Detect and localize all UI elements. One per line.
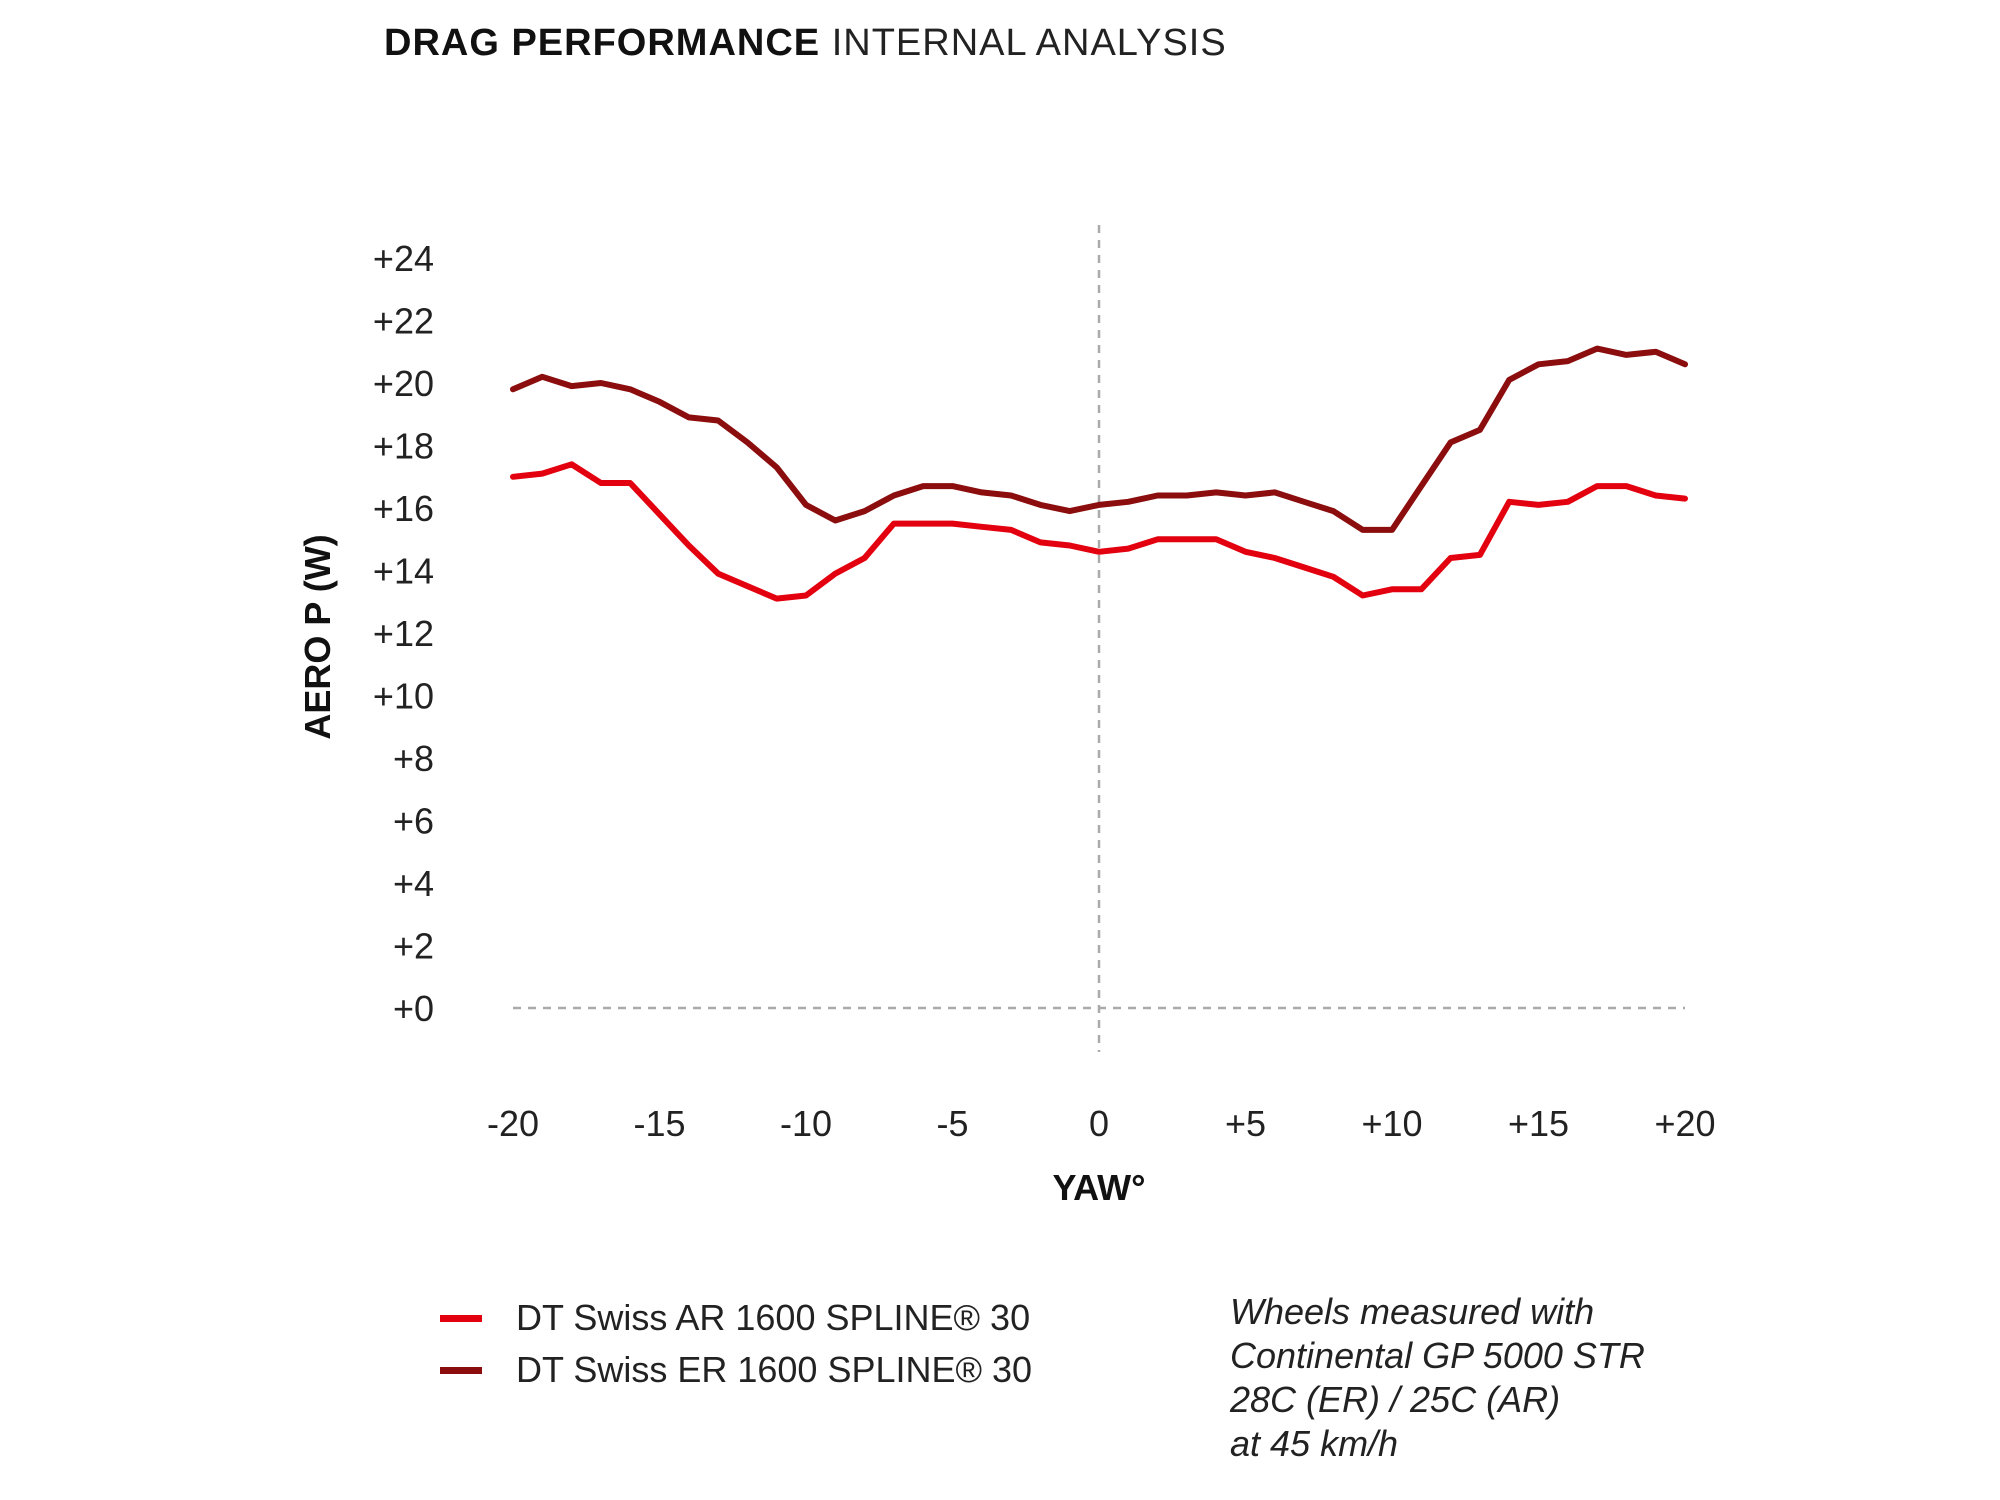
series-line-er xyxy=(510,345,1688,533)
x-tick-label: +5 xyxy=(1225,1103,1266,1144)
y-tick-label: +16 xyxy=(373,488,434,529)
x-axis-label: YAW° xyxy=(1052,1167,1145,1208)
x-tick-label: +15 xyxy=(1508,1103,1569,1144)
y-tick-label: +4 xyxy=(393,863,434,904)
x-axis-ticks: -20 -15 -10 -5 0 +5 +10 +15 +20 xyxy=(487,1103,1716,1144)
y-tick-label: +24 xyxy=(373,238,434,279)
y-tick-label: +6 xyxy=(393,801,434,842)
y-tick-label: +10 xyxy=(373,676,434,717)
x-tick-label: -10 xyxy=(780,1103,832,1144)
measurement-note: Wheels measured with Continental GP 5000… xyxy=(1230,1290,1645,1466)
y-tick-label: +2 xyxy=(393,926,434,967)
x-tick-label: 0 xyxy=(1089,1103,1109,1144)
y-tick-label: +8 xyxy=(393,738,434,779)
y-tick-label: +20 xyxy=(373,363,434,404)
chart-title-bold: DRAG PERFORMANCE xyxy=(384,22,821,64)
series-line-ar xyxy=(510,461,1688,602)
y-tick-label: +12 xyxy=(373,613,434,654)
note-line: 28C (ER) / 25C (AR) xyxy=(1230,1379,1561,1420)
x-tick-label: -20 xyxy=(487,1103,539,1144)
chart-title-light: INTERNAL ANALYSIS xyxy=(831,22,1227,64)
y-axis-label: AERO P (W) xyxy=(297,534,338,739)
note-line: at 45 km/h xyxy=(1230,1423,1399,1464)
x-tick-label: -15 xyxy=(633,1103,685,1144)
x-tick-label: +10 xyxy=(1361,1103,1422,1144)
legend-swatch-er xyxy=(440,1366,482,1374)
y-tick-label: +0 xyxy=(393,988,434,1029)
line-chart: +0 +2 +4 +6 +8 +10 +12 +14 +16 +18 +20 +22 +24 -20 -1… xyxy=(297,225,1716,1208)
legend-item-er: DT Swiss ER 1600 SPLINE® 30 xyxy=(440,1345,1032,1395)
series-lines xyxy=(510,345,1688,602)
note-line: Wheels measured with xyxy=(1230,1291,1595,1332)
legend-label-ar: DT Swiss AR 1600 SPLINE® 30 xyxy=(516,1297,1031,1338)
legend-item-ar: DT Swiss AR 1600 SPLINE® 30 xyxy=(440,1293,1030,1343)
legend-label-er: DT Swiss ER 1600 SPLINE® 30 xyxy=(516,1349,1033,1390)
x-tick-label: +20 xyxy=(1654,1103,1715,1144)
chart-title: DRAG PERFORMANCE INTERNAL ANALYSIS xyxy=(384,22,1227,65)
y-tick-label: +14 xyxy=(373,551,434,592)
y-axis-ticks: +0 +2 +4 +6 +8 +10 +12 +14 +16 +18 +20 +22 +24 xyxy=(373,238,434,1029)
y-tick-label: +18 xyxy=(373,426,434,467)
note-line: Continental GP 5000 STR xyxy=(1230,1335,1645,1376)
y-tick-label: +22 xyxy=(373,301,434,342)
x-tick-label: -5 xyxy=(936,1103,968,1144)
legend-swatch-ar xyxy=(440,1314,482,1322)
reference-lines xyxy=(513,225,1685,1052)
